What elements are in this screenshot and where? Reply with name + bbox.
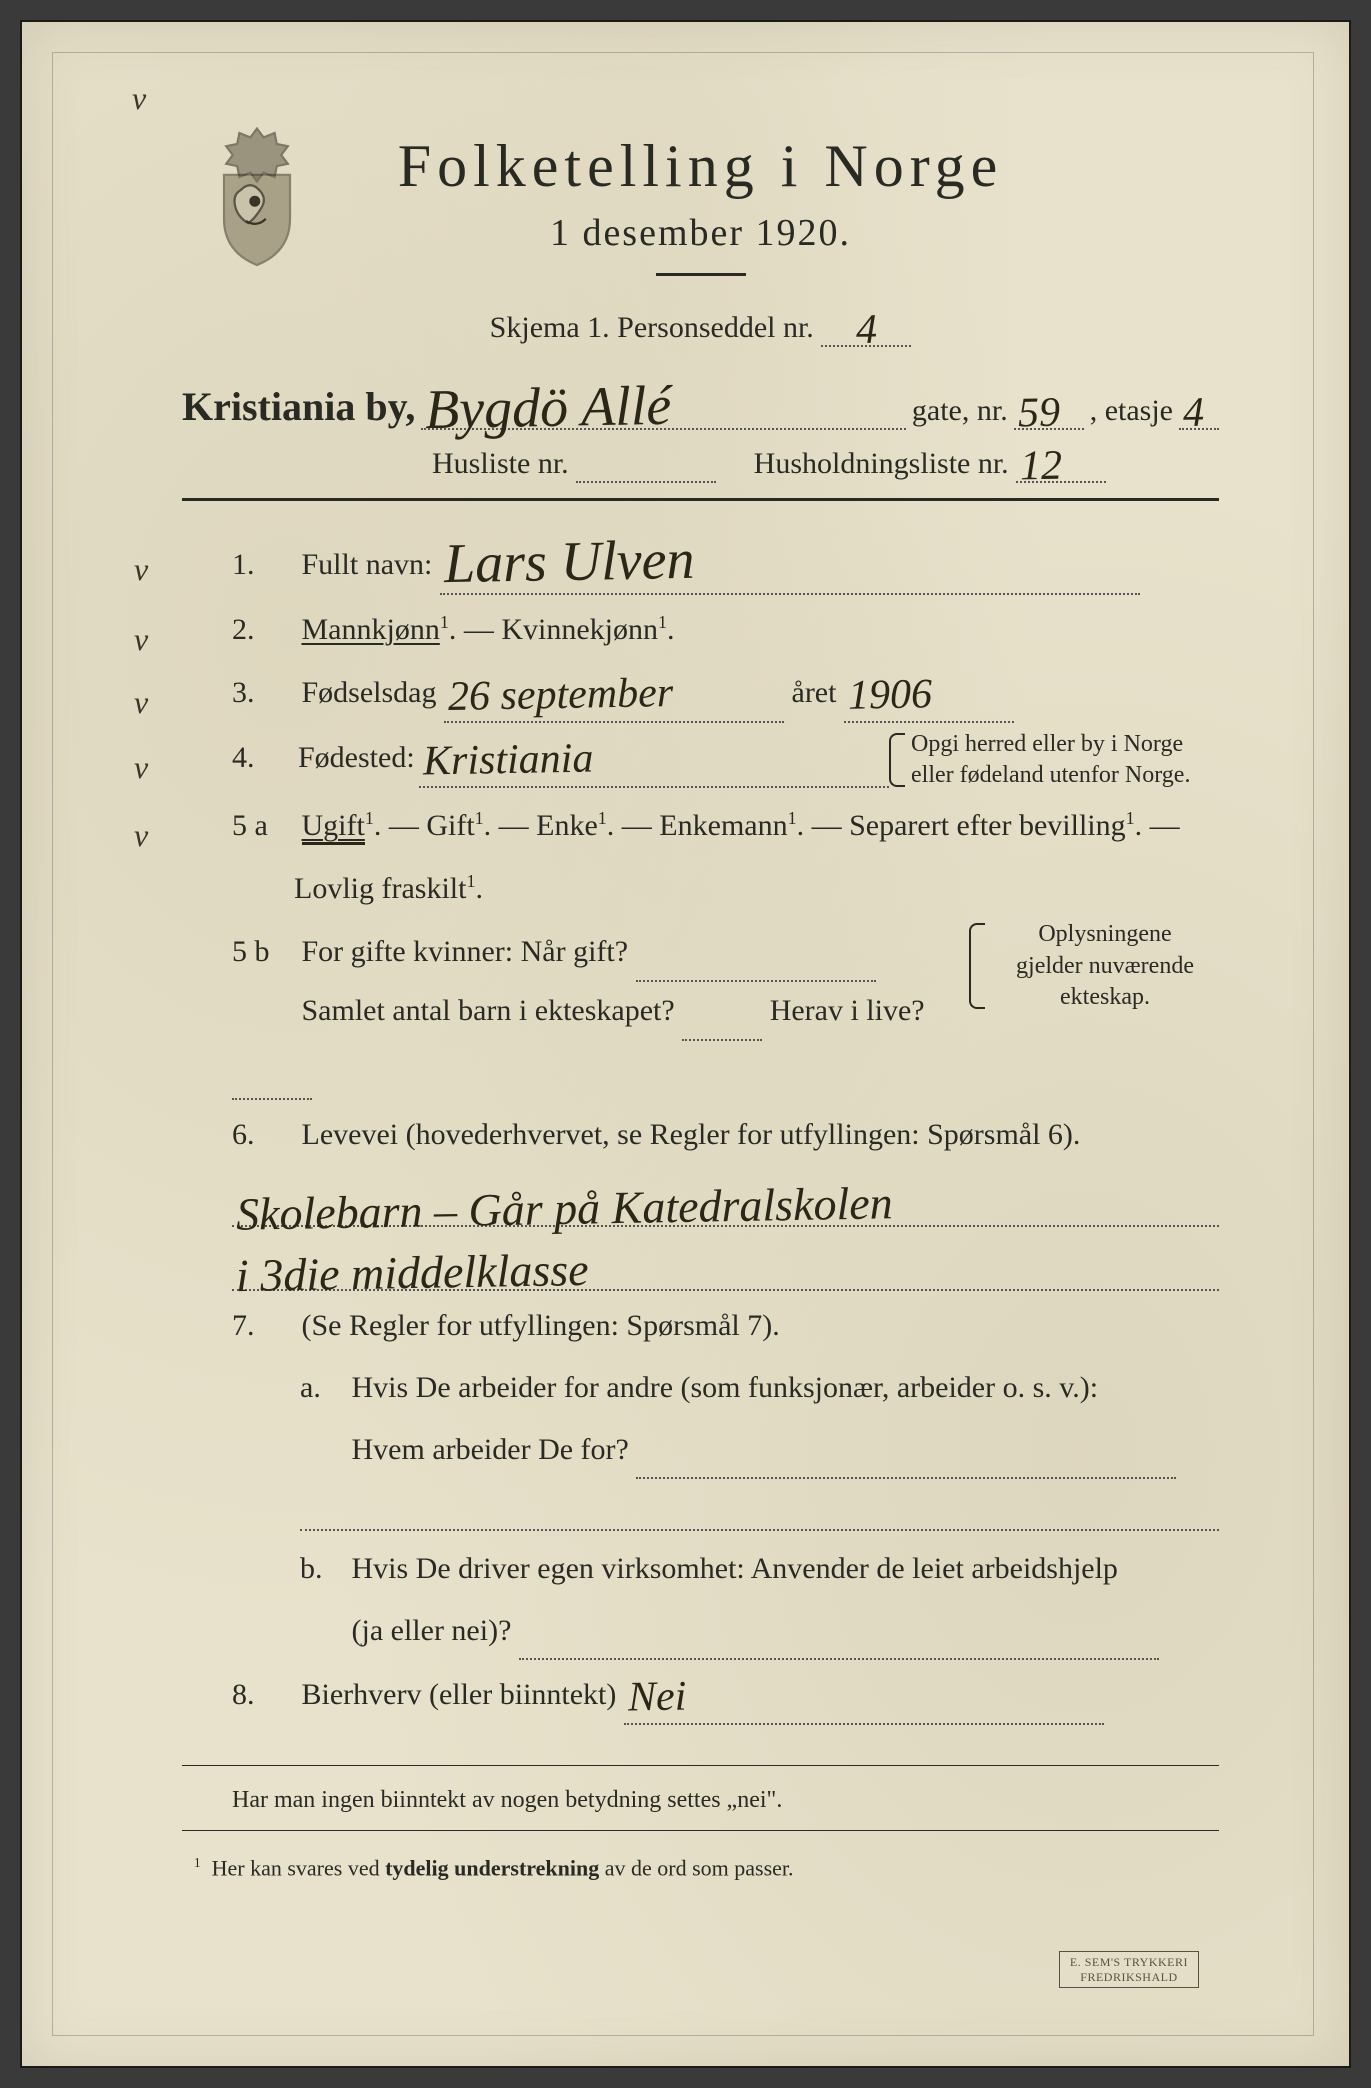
husliste-label: Husliste nr.: [432, 447, 569, 480]
q5a-check: v: [134, 805, 148, 866]
q1-value: Lars Ulven: [443, 535, 694, 590]
q5b-note-l2: gjelder nuværende: [991, 951, 1219, 982]
form-header: Folketelling i Norge 1 desember 1920. Sk…: [182, 122, 1219, 347]
q7a-row: a. Hvis De arbeider for andre (som funks…: [182, 1360, 1219, 1416]
q5a-ugift: Ugift: [302, 809, 365, 845]
q4-note-l1: Opgi herred eller by i Norge: [911, 729, 1219, 760]
q5b-note-l3: ekteskap.: [991, 982, 1219, 1013]
coat-of-arms-icon: [202, 122, 312, 281]
footnote-sup: 1: [194, 1855, 201, 1870]
footnote: 1 Her kan svares ved tydelig understrekn…: [182, 1855, 1219, 1881]
q7b-row: b. Hvis De driver egen virksomhet: Anven…: [182, 1541, 1219, 1597]
skjema-label: Skjema 1. Personseddel nr.: [490, 311, 814, 344]
q5b-label1: For gifte kvinner: Når gift?: [302, 935, 629, 968]
q4-label: Fødested:: [298, 729, 415, 786]
q1-check: v: [134, 539, 148, 600]
q3-year-label: året: [792, 676, 837, 709]
q2-kvinnekjonn: Kvinnekjønn: [501, 613, 658, 646]
q6-label: Levevei (hovederhvervet, se Regler for u…: [302, 1118, 1081, 1151]
q7b-label: b.: [300, 1541, 344, 1597]
q8-label: Bierhverv (eller biinntekt): [302, 1678, 617, 1711]
q2-dot: .: [667, 613, 675, 646]
q6-check: v: [132, 80, 146, 117]
q5a-num: 5 a: [232, 797, 294, 854]
q3-check: v: [134, 672, 148, 733]
q6-line2: i 3die middelklasse: [236, 1249, 589, 1297]
q2-mannkjonn: Mannkjønn: [302, 613, 440, 646]
q4-row: v 4. Fødested: Kristiania Opgi herred el…: [182, 729, 1219, 791]
q7-row: 7. (Se Regler for utfyllingen: Spørsmål …: [182, 1297, 1219, 1354]
divider-footer: [182, 1765, 1219, 1766]
q4-check: v: [134, 737, 148, 798]
q3-num: 3.: [232, 664, 294, 721]
q7a-blank-line: [300, 1485, 1219, 1531]
q5a-row: v 5 a Ugift1. — Gift1. — Enke1. — Enkema…: [182, 797, 1219, 854]
q5b-label3: Herav i live?: [770, 994, 925, 1027]
q1-row: v 1. Fullt navn: Lars Ulven: [182, 531, 1219, 595]
q7a-text1: Hvis De arbeider for andre (som funksjon…: [352, 1371, 1099, 1404]
title-rule: [656, 273, 746, 276]
q7b-text2: (ja eller nei)?: [352, 1614, 512, 1647]
stamp-l1: E. SEM'S TRYKKERI: [1070, 1955, 1188, 1969]
footnote-b: tydelig understrekning: [385, 1855, 599, 1880]
footnote-a: Her kan svares ved: [212, 1855, 386, 1880]
q7a-row2: Hvem arbeider De for?: [182, 1422, 1219, 1480]
city-label: Kristiania by,: [182, 383, 415, 430]
q6-row: 6. Levevei (hovederhvervet, se Regler fo…: [182, 1106, 1219, 1163]
q2-sep: . —: [449, 613, 494, 646]
q4-num: 4.: [232, 729, 294, 786]
divider-top: [182, 498, 1219, 501]
address-line: Kristiania by, Bygdö Allé gate, nr. 59 ,…: [182, 377, 1219, 430]
q3-day: 26 september: [448, 675, 674, 717]
personseddel-nr: 4: [855, 312, 877, 350]
q7b-row2: (ja eller nei)?: [182, 1603, 1219, 1661]
footer-note1: Har man ingen biinntekt av nogen betydni…: [182, 1778, 1219, 1824]
q5b-note-l1: Oplysningene: [991, 919, 1219, 950]
q6-num: 6.: [232, 1106, 294, 1163]
q4-value: Kristiania: [422, 741, 593, 782]
q2-check: v: [134, 609, 148, 670]
gate-nr: 59: [1017, 395, 1060, 434]
footnote-c: av de ord som passer.: [599, 1855, 793, 1880]
q3-row: v 3. Fødselsdag 26 september året 1906: [182, 664, 1219, 723]
form-date: 1 desember 1920.: [182, 211, 1219, 255]
divider-footnote: [182, 1830, 1219, 1831]
husholdning-nr: 12: [1020, 448, 1063, 487]
q1-label: Fullt navn:: [302, 548, 433, 581]
q5a-row2: Lovlig fraskilt1.: [182, 860, 1219, 917]
q5b-note: Oplysningene gjelder nuværende ekteskap.: [969, 919, 1219, 1013]
q5b-label2: Samlet antal barn i ekteskapet?: [302, 994, 675, 1027]
q2-row: v 2. Mannkjønn1. — Kvinnekjønn1.: [182, 601, 1219, 658]
q4-note: Opgi herred eller by i Norge eller fødel…: [889, 729, 1219, 791]
q7-num: 7.: [232, 1297, 294, 1354]
q5b-num: 5 b: [232, 923, 294, 980]
q7b-text1: Hvis De driver egen virksomhet: Anvender…: [352, 1552, 1118, 1585]
q4-note-l2: eller fødeland utenfor Norge.: [911, 760, 1219, 791]
q8-value: Nei: [628, 1679, 687, 1718]
street-value: Bygdö Allé: [425, 381, 672, 436]
skjema-line: Skjema 1. Personseddel nr. 4: [182, 306, 1219, 347]
q8-row: 8. Bierhverv (eller biinntekt) Nei: [182, 1666, 1219, 1725]
q7-label: (Se Regler for utfyllingen: Spørsmål 7).: [302, 1309, 780, 1342]
etasje-label: , etasje: [1090, 394, 1173, 428]
stamp-l2: FREDRIKSHALD: [1070, 1970, 1188, 1984]
q5b-row: Oplysningene gjelder nuværende ekteskap.…: [182, 923, 1219, 1100]
q6-line1: Skolebarn – Går på Katedralskolen: [236, 1182, 893, 1235]
printer-stamp: E. SEM'S TRYKKERI FREDRIKSHALD: [1059, 1951, 1199, 1988]
q7a-label: a.: [300, 1360, 344, 1416]
q3-label: Fødselsdag: [302, 676, 437, 709]
q2-num: 2.: [232, 601, 294, 658]
husholdning-label: Husholdningsliste nr.: [754, 447, 1009, 480]
husliste-line: Husliste nr. Husholdningsliste nr. 12: [182, 442, 1219, 483]
q1-num: 1.: [232, 536, 294, 593]
q6-answer: v Skolebarn – Går på Katedralskolen i 3d…: [232, 1169, 1219, 1291]
etasje-value: 4: [1183, 395, 1205, 433]
q3-year: 1906: [848, 676, 933, 715]
form-title: Folketelling i Norge: [182, 122, 1219, 201]
census-form-page: Folketelling i Norge 1 desember 1920. Sk…: [20, 20, 1351, 2068]
q8-num: 8.: [232, 1666, 294, 1723]
gate-label: gate, nr.: [912, 394, 1008, 428]
q7a-text2: Hvem arbeider De for?: [352, 1433, 629, 1466]
